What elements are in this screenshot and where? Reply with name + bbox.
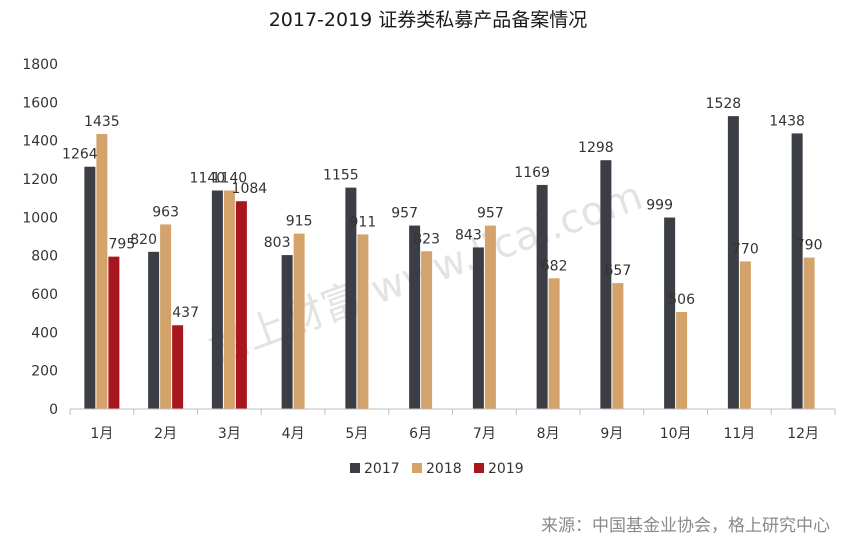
x-tick-label: 2月 [154, 426, 177, 442]
bar-2017 [600, 160, 612, 409]
bar-2017 [791, 133, 803, 409]
data-label: 1084 [232, 181, 268, 197]
x-tick-label: 10月 [660, 426, 692, 442]
data-label: 957 [477, 206, 504, 222]
bar-2017 [472, 247, 484, 409]
bar-2018 [803, 257, 815, 409]
bars-group [84, 116, 815, 410]
legend-label: 2019 [488, 461, 524, 477]
bar-2019 [108, 256, 120, 409]
bar-2017 [281, 255, 293, 409]
x-tick-label: 1月 [90, 426, 113, 442]
y-tick-label: 1000 [22, 210, 58, 226]
data-label: 1169 [514, 165, 550, 181]
data-label: 1155 [323, 168, 359, 184]
data-label: 1528 [706, 96, 742, 112]
bar-2018 [484, 225, 496, 409]
data-labels-group: 1264143579582096343711401140108480391511… [62, 96, 822, 321]
data-label: 843 [455, 227, 482, 243]
bar-2019 [235, 201, 247, 409]
bar-2018 [160, 224, 172, 409]
bar-2017 [345, 187, 357, 409]
data-label: 1140 [190, 171, 226, 187]
bar-2018 [676, 312, 688, 409]
legend-label: 2018 [426, 461, 462, 477]
data-label: 1140 [212, 171, 248, 187]
bar-2017 [211, 190, 223, 409]
y-tick-label: 0 [49, 402, 58, 418]
data-label: 803 [264, 235, 291, 251]
bar-2018 [96, 133, 108, 410]
legend-label: 2017 [364, 461, 400, 477]
data-label: 795 [109, 237, 136, 253]
x-tick-label: 3月 [218, 426, 241, 442]
x-tick-label: 6月 [409, 426, 432, 442]
data-label: 915 [286, 214, 313, 230]
x-tick-label: 5月 [345, 426, 368, 442]
bar-2019 [172, 325, 184, 409]
bar-2018 [421, 251, 433, 409]
data-label: 682 [541, 258, 568, 274]
data-label: 1438 [769, 113, 805, 129]
data-label: 963 [152, 204, 179, 220]
y-tick-label: 800 [31, 249, 58, 265]
bar-2017 [536, 184, 548, 409]
bar-2017 [148, 251, 160, 409]
data-label: 957 [391, 206, 418, 222]
y-tick-label: 1600 [22, 95, 58, 111]
y-tick-label: 1400 [22, 134, 58, 150]
y-tick-label: 1800 [22, 57, 58, 73]
x-tick-label: 7月 [473, 426, 496, 442]
x-tick-label: 12月 [787, 426, 819, 442]
y-tick-label: 400 [31, 325, 58, 341]
bar-2018 [739, 261, 751, 409]
legend-swatch-2018 [412, 463, 422, 473]
data-label: 506 [668, 292, 695, 308]
data-label: 911 [350, 214, 377, 230]
data-label: 1264 [62, 147, 98, 163]
bar-2018 [293, 233, 305, 409]
data-label: 1435 [84, 114, 120, 130]
x-tick-label: 9月 [600, 426, 623, 442]
legend-swatch-2019 [474, 463, 484, 473]
data-label: 823 [413, 231, 440, 247]
data-label: 437 [172, 305, 199, 321]
data-label: 820 [130, 232, 157, 248]
bar-2018 [223, 190, 235, 409]
bar-2018 [612, 283, 624, 409]
y-axis: 0 200 400 600 800 1000 1200 1400 1600 1800 [22, 57, 58, 418]
y-tick-label: 600 [31, 287, 58, 303]
x-tick-label: 4月 [282, 426, 305, 442]
legend-swatch-2017 [350, 463, 360, 473]
y-tick-label: 1200 [22, 172, 58, 188]
bar-2017 [664, 217, 676, 409]
chart-title: 2017-2019 证券类私募产品备案情况 [269, 9, 588, 31]
data-label: 1298 [578, 140, 614, 156]
bar-2017 [84, 166, 96, 409]
x-axis: 1月 2月 3月 4月 5月 6月 7月 8月 9月 10月 11月 12月 [69, 408, 836, 442]
legend: 2017 2018 2019 [350, 461, 524, 477]
data-label: 657 [605, 263, 632, 279]
data-label: 790 [796, 238, 823, 254]
y-tick-label: 200 [31, 364, 58, 380]
x-tick-label: 11月 [723, 426, 755, 442]
data-label: 999 [646, 198, 673, 214]
bar-2018 [548, 278, 560, 409]
data-label: 770 [732, 241, 759, 257]
bar-2017 [727, 116, 739, 409]
source-note: 来源：中国基金业协会，格上研究中心 [541, 516, 830, 536]
x-tick-label: 8月 [537, 426, 560, 442]
bar-2017 [409, 225, 421, 409]
bar-2018 [357, 234, 369, 409]
